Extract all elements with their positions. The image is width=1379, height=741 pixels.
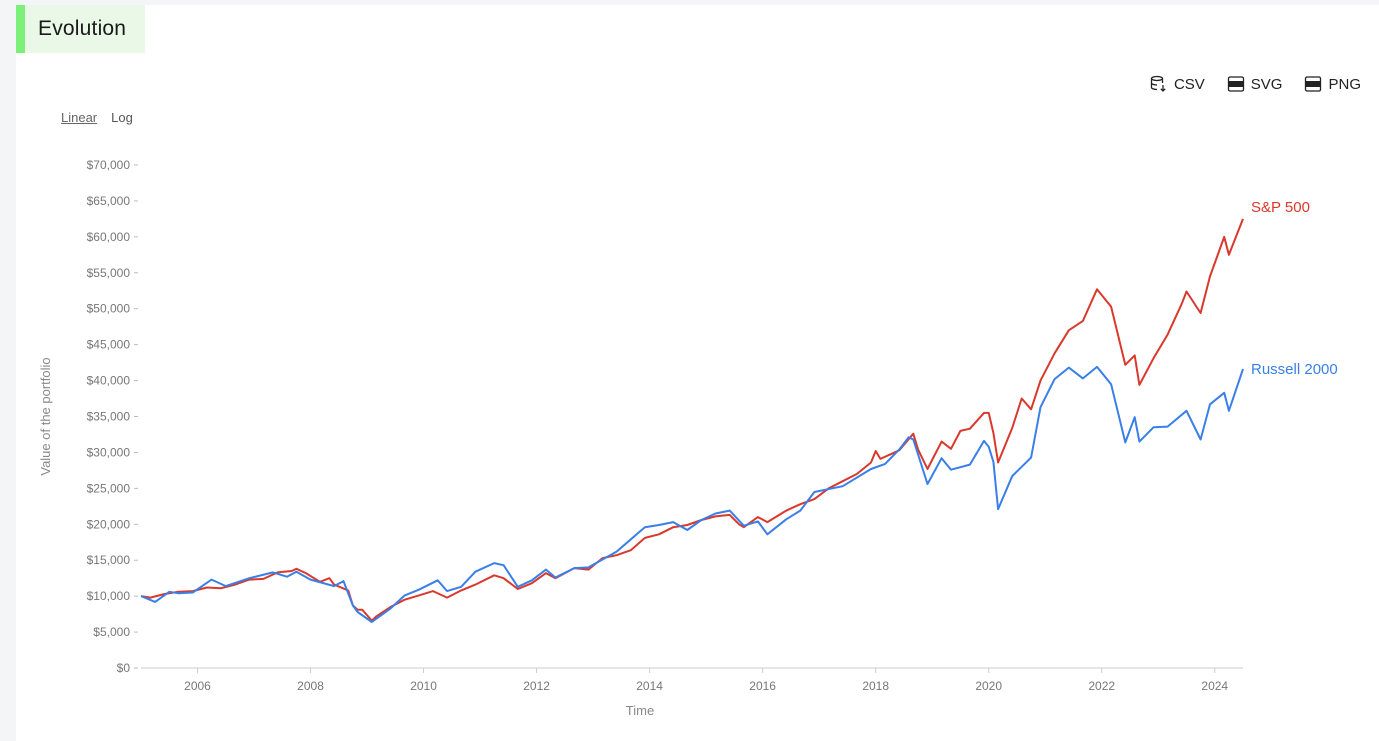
series-layer: S&P 500 Russell 2000 <box>140 199 1338 623</box>
y-tick-label: $60,000 <box>87 230 131 244</box>
x-axis-title: Time <box>626 703 654 718</box>
y-tick-label: $10,000 <box>87 589 131 603</box>
y-tick-label: $25,000 <box>87 481 131 495</box>
y-tick-label: $15,000 <box>87 553 131 567</box>
y-tick-label: $0 <box>117 661 131 675</box>
series-label: S&P 500 <box>1251 199 1310 216</box>
x-tick-label: 2018 <box>862 679 889 693</box>
x-tick-label: 2006 <box>184 679 211 693</box>
series-label: Russell 2000 <box>1251 361 1338 378</box>
export-svg-button[interactable]: SVG <box>1227 75 1283 93</box>
series-line-russell-2000[interactable] <box>140 365 1244 623</box>
x-tick-label: 2012 <box>523 679 550 693</box>
x-tick-label: 2016 <box>749 679 776 693</box>
export-toolbar: CSV SVG PNG <box>1150 75 1361 93</box>
x-tick-label: 2010 <box>410 679 437 693</box>
export-csv-label: CSV <box>1173 75 1205 93</box>
x-tick-label: 2014 <box>636 679 663 693</box>
scale-linear-option[interactable]: Linear <box>61 110 98 125</box>
export-csv-button[interactable]: CSV <box>1150 75 1205 93</box>
y-tick-label: $65,000 <box>87 194 131 208</box>
database-download-icon <box>1150 75 1166 92</box>
png-file-icon <box>1305 76 1322 92</box>
y-tick-label: $70,000 <box>87 158 131 172</box>
y-tick-label: $30,000 <box>87 445 131 459</box>
chart-card: Evolution CSV SVG PNG <box>16 5 1379 741</box>
export-png-label: PNG <box>1328 75 1361 93</box>
x-axis: 2006 2008 2010 2012 2014 2016 2018 2020 2022 2024 <box>141 667 1243 693</box>
y-tick-label: $40,000 <box>87 374 131 388</box>
series-line-s-p-500[interactable] <box>140 218 1244 622</box>
scale-toggle: Linear Log <box>61 110 133 125</box>
y-axis-title: Value of the portfolio <box>38 357 53 475</box>
x-tick-label: 2024 <box>1201 679 1228 693</box>
y-axis: $0 $5,000 $10,000 $15,000 $20,000 $25,000 $30,… <box>87 158 138 675</box>
line-chart: $0 $5,000 $10,000 $15,000 $20,000 $25,000 $30,… <box>38 158 1338 718</box>
export-png-button[interactable]: PNG <box>1304 75 1361 93</box>
y-tick-label: $20,000 <box>87 517 131 531</box>
x-tick-label: 2020 <box>975 679 1002 693</box>
y-tick-label: $5,000 <box>93 625 130 639</box>
svg-file-icon <box>1227 76 1244 92</box>
page-title: Evolution <box>16 5 145 53</box>
y-tick-label: $45,000 <box>87 338 131 352</box>
y-tick-label: $50,000 <box>87 302 131 316</box>
y-tick-label: $55,000 <box>87 266 131 280</box>
page-title-text: Evolution <box>38 17 127 40</box>
y-tick-label: $35,000 <box>87 410 131 424</box>
export-svg-label: SVG <box>1250 75 1283 93</box>
x-tick-label: 2022 <box>1088 679 1115 693</box>
x-tick-label: 2008 <box>297 679 324 693</box>
scale-log-option[interactable]: Log <box>111 110 133 125</box>
